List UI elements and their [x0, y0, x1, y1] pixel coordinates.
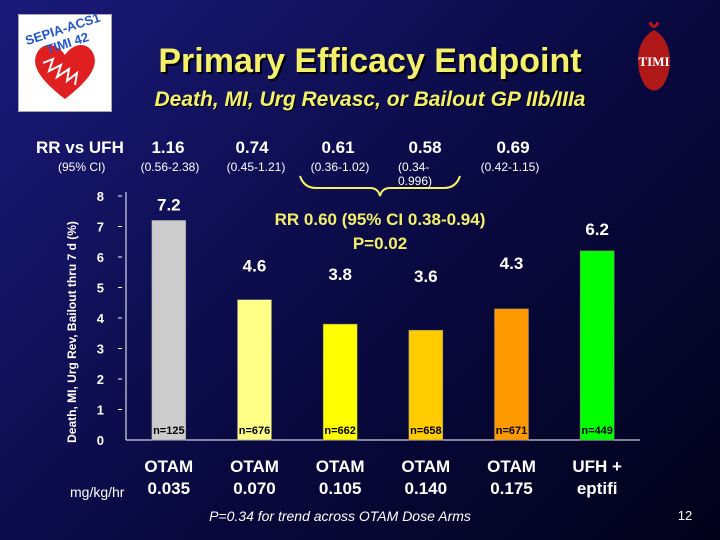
x-category-line2: 0.175: [490, 479, 533, 498]
bar-n-label: n=658: [410, 425, 442, 437]
x-category-label: OTAM 0.140: [386, 456, 466, 500]
rr-value: 0.74: [235, 138, 269, 157]
y-tick-label: 1: [97, 403, 104, 418]
ci-value: (0.45-1.21): [226, 160, 286, 174]
x-category-line1: OTAM: [487, 457, 536, 476]
ci-row-label: (95% CI): [58, 160, 106, 174]
pooled-rr-line: RR 0.60 (95% CI 0.38-0.94): [274, 210, 486, 229]
page-title: Primary Efficacy Endpoint: [158, 42, 582, 80]
rr-value: 0.58: [408, 138, 442, 157]
bar-n-label: n=125: [153, 425, 185, 437]
x-category-line1: OTAM: [144, 457, 194, 476]
x-category-label: UFH + eptifi: [557, 456, 637, 500]
x-category-line2: 0.140: [404, 479, 448, 498]
bar: [151, 220, 187, 441]
ci-value: (0.36-1.02): [310, 160, 370, 174]
rr-value: 0.69: [496, 138, 530, 157]
y-tick-label: 0: [97, 433, 104, 448]
x-category-label: OTAM 0.070: [215, 456, 295, 500]
rr-row-label: RR vs UFH: [36, 138, 124, 157]
bar: [237, 299, 272, 441]
y-tick-label: 6: [97, 250, 104, 265]
bar-n-label: n=662: [324, 425, 356, 437]
x-category-line1: OTAM: [401, 457, 451, 476]
y-tick-label: 8: [97, 189, 104, 204]
bar: [494, 308, 529, 441]
x-category-line2: 0.105: [318, 479, 362, 498]
x-category-line1: UFH +: [572, 457, 622, 476]
ci-value: (0.34-0.996): [398, 160, 433, 188]
pooled-p-line: P=0.02: [352, 234, 408, 253]
y-tick-label: 7: [97, 220, 104, 235]
page-number: 12: [677, 508, 693, 523]
bar-value-label: 4.6: [243, 257, 267, 276]
x-category-line1: OTAM: [230, 457, 279, 476]
y-tick-label: 4: [97, 311, 105, 326]
bar-n-label: n=449: [581, 425, 613, 437]
x-category-line2: 0.070: [233, 479, 276, 498]
y-tick-label: 3: [97, 342, 104, 357]
sepia-acs1-logo: SEPIA-ACS1 TIMI 42: [18, 10, 112, 112]
y-tick-label: 2: [97, 372, 104, 387]
rr-value: 0.61: [321, 138, 355, 157]
bar-value-label: 3.6: [414, 267, 438, 286]
x-category-line1: OTAM: [315, 457, 365, 476]
x-category-label: OTAM 0.105: [300, 456, 380, 500]
bar-value-label: 3.8: [328, 265, 352, 284]
pooled-rr-annotation: RR 0.60 (95% CI 0.38-0.94) P=0.02: [250, 208, 510, 256]
y-tick-label: 5: [97, 281, 104, 296]
y-axis-title: Death, MI, Urg Rev, Bailout thru 7 d (%): [65, 221, 79, 443]
bar-n-label: n=676: [239, 425, 271, 437]
bar: [579, 250, 615, 441]
bar: [408, 329, 444, 441]
x-category-label: OTAM 0.035: [129, 456, 209, 500]
logo-right-text: TIMI: [638, 54, 670, 69]
page-subtitle: Death, MI, Urg Revasc, or Bailout GP IIb…: [154, 88, 586, 111]
trend-p-value: P=0.34 for trend across OTAM Dose Arms: [209, 508, 471, 524]
unit-label: mg/kg/hr: [70, 484, 125, 500]
timi-logo: TIMI: [624, 18, 684, 108]
rr-value: 1.16: [151, 138, 185, 157]
x-category-line2: eptifi: [576, 479, 618, 498]
ci-value: (0.56-2.38): [140, 160, 200, 174]
bar-value-label: 4.3: [500, 254, 524, 273]
x-category-label: OTAM 0.175: [472, 456, 552, 500]
bar-n-label: n=671: [496, 425, 528, 437]
bar-value-label: 7.2: [157, 195, 181, 214]
bar-value-label: 6.2: [585, 220, 609, 239]
x-category-line2: 0.035: [147, 479, 191, 498]
ci-value: (0.42-1.15): [480, 160, 540, 174]
bar: [322, 323, 358, 441]
